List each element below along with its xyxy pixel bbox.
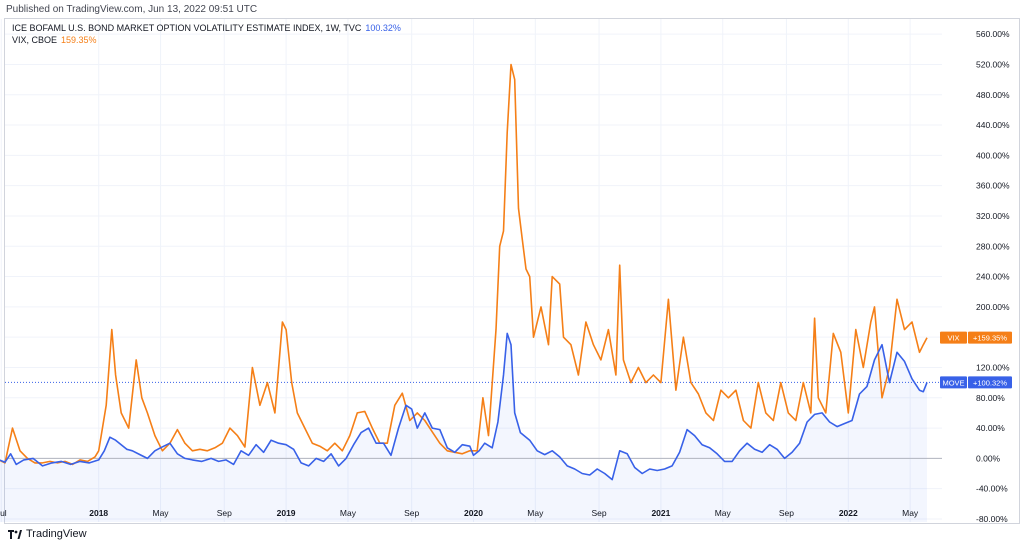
published-caption: Published on TradingView.com, Jun 13, 20… — [6, 4, 258, 15]
x-tick-label: May — [153, 508, 170, 518]
y-tick-label: 560.00% — [976, 29, 1010, 39]
x-tick-label: 2019 — [277, 508, 296, 518]
tradingview-logo-icon — [8, 529, 22, 539]
x-tick-label: 2021 — [651, 508, 670, 518]
x-tick-label: Jul — [0, 508, 7, 518]
y-tick-label: -80.00% — [976, 514, 1008, 524]
chart-frame — [4, 18, 1020, 524]
y-tick-label: 280.00% — [976, 241, 1010, 251]
series-line-vix[interactable] — [0, 63, 928, 466]
legend-vix[interactable]: VIX, CBOE 159.35% — [12, 35, 97, 45]
legend-move-name: ICE BOFAML U.S. BOND MARKET OPTION VOLAT… — [12, 23, 362, 33]
y-tick-label: 200.00% — [976, 302, 1010, 312]
footer-brand-text: TradingView — [26, 528, 87, 540]
series-tag-label: VIX — [947, 334, 959, 343]
series-tag-vix — [940, 331, 967, 344]
footer-brand[interactable]: TradingView — [8, 528, 87, 540]
y-tick-label: 80.00% — [976, 393, 1005, 403]
x-tick-label: 2022 — [839, 508, 858, 518]
y-tick-label: 520.00% — [976, 59, 1010, 69]
y-tick-label: -40.00% — [976, 484, 1008, 494]
x-tick-label: May — [527, 508, 544, 518]
series-value-badge-move[interactable] — [968, 376, 1012, 389]
y-tick-label: 320.00% — [976, 211, 1010, 221]
series-value-badge-label: +100.32% — [973, 378, 1007, 387]
series-line-move[interactable] — [0, 332, 928, 481]
legend-vix-value: 159.35% — [61, 35, 97, 45]
y-tick-label: 440.00% — [976, 120, 1010, 130]
x-tick-label: 2018 — [89, 508, 108, 518]
x-tick-label: May — [902, 508, 919, 518]
x-tick-label: Sep — [779, 508, 794, 518]
y-tick-label: 0.00% — [976, 453, 1001, 463]
y-tick-label: 40.00% — [976, 423, 1005, 433]
y-tick-label: 400.00% — [976, 150, 1010, 160]
x-tick-label: May — [340, 508, 357, 518]
y-tick-label: 120.00% — [976, 362, 1010, 372]
y-tick-label: 240.00% — [976, 272, 1010, 282]
x-tick-label: Sep — [404, 508, 419, 518]
y-tick-label: 360.00% — [976, 181, 1010, 191]
legend-move-value: 100.32% — [365, 23, 401, 33]
x-tick-label: Sep — [591, 508, 606, 518]
series-tag-label: MOVE — [942, 378, 964, 387]
move-area-fill — [0, 333, 928, 522]
x-tick-label: May — [715, 508, 732, 518]
series-tag-move — [940, 376, 967, 389]
x-tick-label: Sep — [217, 508, 232, 518]
series-value-badge-vix[interactable] — [968, 331, 1012, 344]
legend-vix-name: VIX, CBOE — [12, 35, 58, 45]
legend-move[interactable]: ICE BOFAML U.S. BOND MARKET OPTION VOLAT… — [12, 23, 401, 33]
series-value-badge-label: +159.35% — [973, 334, 1007, 343]
y-tick-label: 480.00% — [976, 90, 1010, 100]
x-tick-label: 2020 — [464, 508, 483, 518]
